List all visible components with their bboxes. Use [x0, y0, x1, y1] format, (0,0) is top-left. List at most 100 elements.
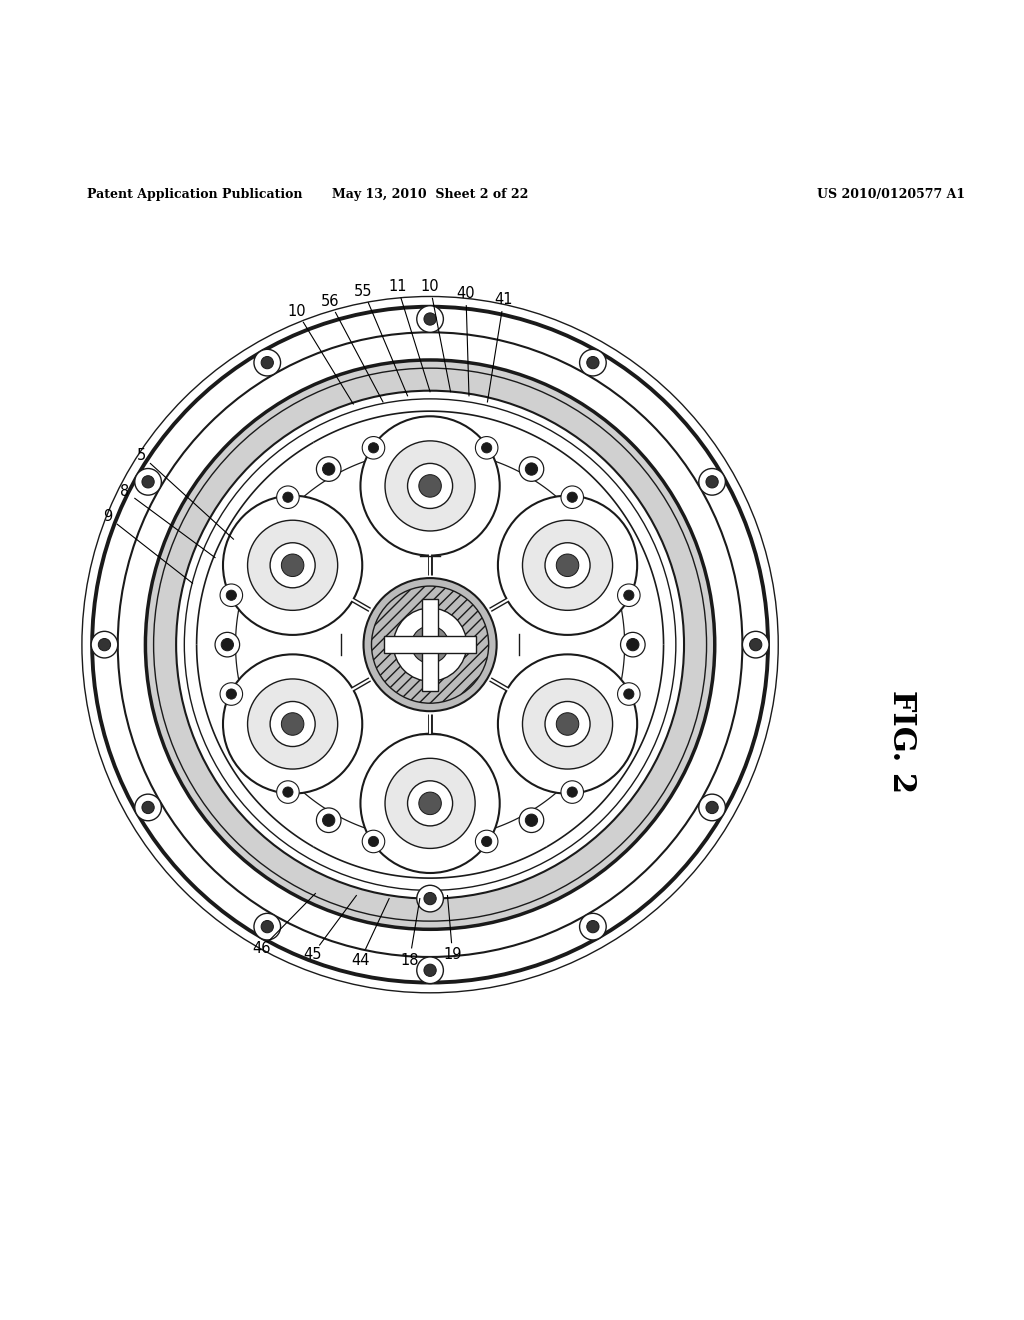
Circle shape: [254, 350, 281, 376]
Circle shape: [561, 486, 584, 508]
Circle shape: [323, 814, 335, 826]
Circle shape: [417, 957, 443, 983]
Circle shape: [412, 626, 449, 663]
Circle shape: [617, 583, 640, 606]
Circle shape: [621, 632, 645, 657]
Text: FIG. 2: FIG. 2: [886, 690, 916, 793]
Circle shape: [408, 781, 453, 826]
Circle shape: [561, 781, 584, 804]
Circle shape: [248, 678, 338, 770]
Text: 11: 11: [388, 279, 407, 294]
Circle shape: [316, 808, 341, 833]
Circle shape: [424, 313, 436, 325]
Circle shape: [91, 631, 118, 657]
Circle shape: [142, 801, 155, 813]
Circle shape: [522, 520, 612, 610]
Circle shape: [556, 713, 579, 735]
Circle shape: [82, 297, 778, 993]
Circle shape: [519, 808, 544, 833]
Text: 9: 9: [102, 510, 113, 524]
Circle shape: [254, 913, 281, 940]
Circle shape: [261, 356, 273, 368]
Circle shape: [742, 631, 769, 657]
Circle shape: [364, 578, 497, 711]
Circle shape: [283, 492, 293, 503]
Circle shape: [393, 609, 467, 681]
Circle shape: [587, 356, 599, 368]
Text: 19: 19: [443, 948, 462, 962]
Circle shape: [556, 554, 579, 577]
Circle shape: [360, 734, 500, 873]
Circle shape: [220, 682, 243, 705]
Circle shape: [270, 701, 315, 747]
Circle shape: [362, 830, 385, 853]
Circle shape: [419, 792, 441, 814]
Circle shape: [498, 655, 637, 793]
Circle shape: [226, 689, 237, 700]
Circle shape: [135, 795, 162, 821]
Circle shape: [282, 554, 304, 577]
Circle shape: [135, 469, 162, 495]
Circle shape: [92, 306, 768, 982]
Circle shape: [118, 333, 742, 957]
Circle shape: [223, 495, 362, 635]
Text: 40: 40: [457, 286, 475, 301]
Circle shape: [154, 368, 707, 921]
Circle shape: [706, 475, 718, 488]
Circle shape: [706, 801, 718, 813]
Circle shape: [698, 795, 725, 821]
Circle shape: [587, 920, 599, 933]
Circle shape: [522, 678, 612, 770]
Circle shape: [698, 469, 725, 495]
Circle shape: [475, 437, 498, 459]
Circle shape: [276, 486, 299, 508]
Circle shape: [145, 360, 715, 929]
Circle shape: [176, 391, 684, 899]
Text: 44: 44: [351, 953, 370, 968]
Circle shape: [417, 886, 443, 912]
Circle shape: [617, 682, 640, 705]
Text: 41: 41: [495, 292, 513, 308]
Text: 5: 5: [136, 447, 146, 463]
Circle shape: [567, 492, 578, 503]
Circle shape: [223, 655, 362, 793]
Circle shape: [525, 814, 538, 826]
Text: 56: 56: [321, 294, 339, 309]
Circle shape: [424, 964, 436, 977]
Circle shape: [545, 543, 590, 587]
Circle shape: [481, 837, 492, 846]
Circle shape: [276, 781, 299, 804]
Circle shape: [481, 442, 492, 453]
Circle shape: [362, 437, 385, 459]
Text: 45: 45: [303, 948, 322, 962]
Circle shape: [519, 457, 544, 482]
Bar: [422, 598, 438, 690]
Circle shape: [221, 639, 233, 651]
Text: 8: 8: [120, 483, 130, 499]
Circle shape: [567, 787, 578, 797]
Circle shape: [624, 590, 634, 601]
Circle shape: [323, 463, 335, 475]
Circle shape: [417, 306, 443, 333]
Bar: [384, 636, 476, 653]
Circle shape: [424, 892, 436, 904]
Circle shape: [142, 475, 155, 488]
Circle shape: [220, 583, 243, 606]
Circle shape: [408, 463, 453, 508]
Circle shape: [627, 639, 639, 651]
Circle shape: [419, 475, 441, 498]
Circle shape: [580, 350, 606, 376]
Circle shape: [580, 913, 606, 940]
Text: May 13, 2010  Sheet 2 of 22: May 13, 2010 Sheet 2 of 22: [332, 187, 528, 201]
Circle shape: [270, 543, 315, 587]
Circle shape: [750, 639, 762, 651]
Circle shape: [248, 520, 338, 610]
Text: Patent Application Publication: Patent Application Publication: [87, 187, 302, 201]
Circle shape: [226, 590, 237, 601]
Circle shape: [215, 632, 240, 657]
Text: 10: 10: [288, 305, 306, 319]
Circle shape: [475, 830, 498, 853]
Text: 46: 46: [252, 941, 270, 956]
Circle shape: [545, 701, 590, 747]
Circle shape: [498, 495, 637, 635]
